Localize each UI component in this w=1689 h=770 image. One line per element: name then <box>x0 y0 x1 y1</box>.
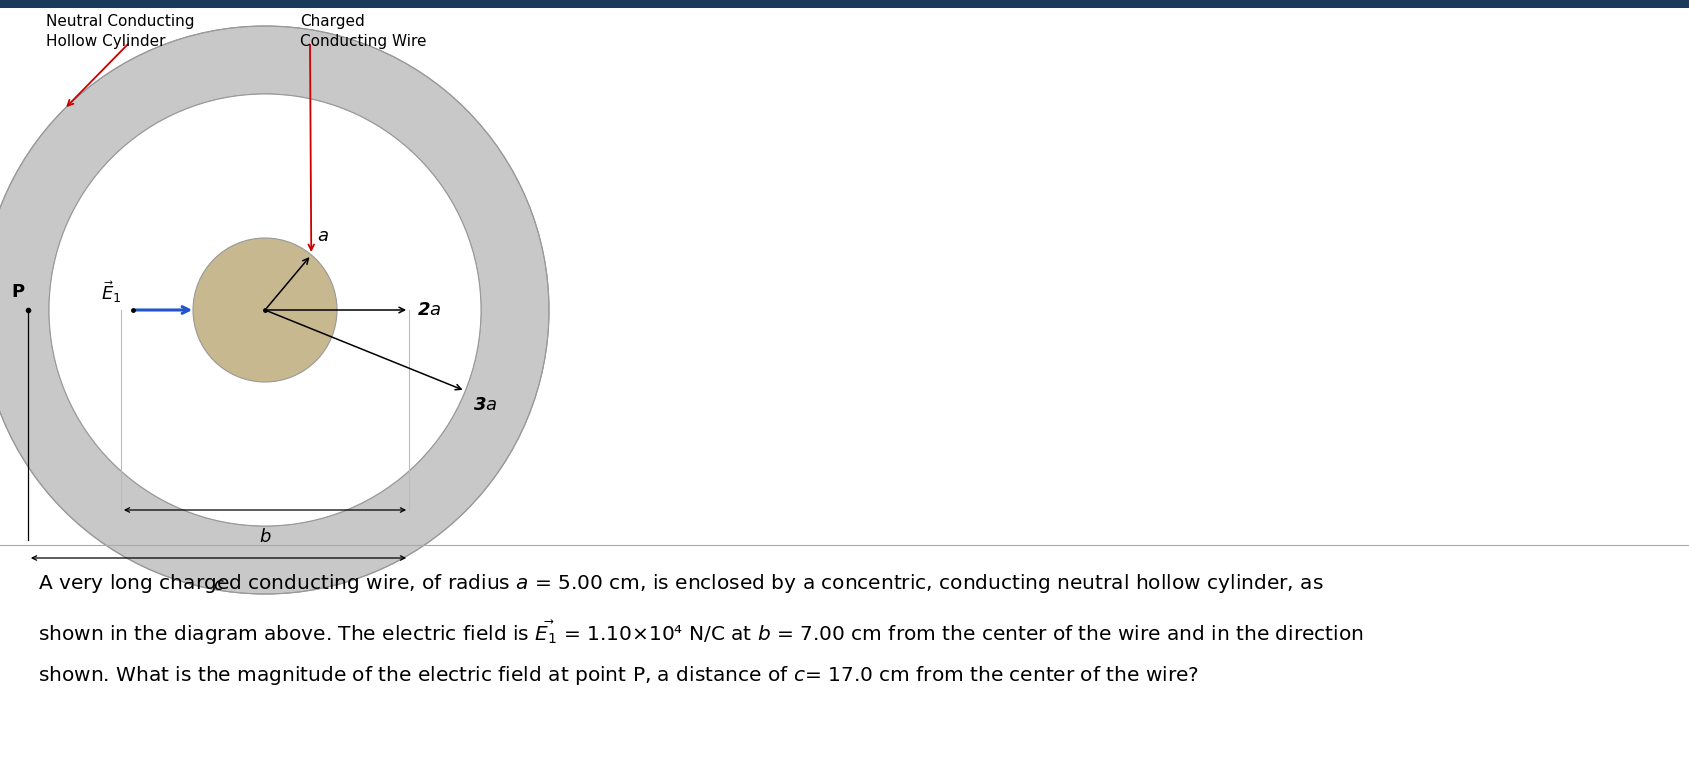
Circle shape <box>49 94 481 526</box>
Text: $c$: $c$ <box>213 576 225 594</box>
Text: 2$a$: 2$a$ <box>417 301 441 319</box>
Wedge shape <box>0 26 549 594</box>
Bar <box>0 0 1689 8</box>
Circle shape <box>193 238 336 382</box>
Text: $a$: $a$ <box>318 227 329 245</box>
Text: P: P <box>12 283 25 301</box>
Text: shown in the diagram above. The electric field is $\vec{E_1}$ = 1.10×10⁴ N/C at : shown in the diagram above. The electric… <box>37 618 1363 647</box>
Text: shown. What is the magnitude of the electric field at point P, a distance of $c$: shown. What is the magnitude of the elec… <box>37 664 1199 687</box>
Text: $b$: $b$ <box>258 528 272 546</box>
Text: Charged
Conducting Wire: Charged Conducting Wire <box>301 14 426 49</box>
Text: A very long charged conducting wire, of radius $a$ = 5.00 cm, is enclosed by a c: A very long charged conducting wire, of … <box>37 572 1322 595</box>
Text: $\vec{E}_1$: $\vec{E}_1$ <box>101 279 122 305</box>
Text: 3$a$: 3$a$ <box>473 396 497 414</box>
Text: Neutral Conducting
Hollow Cylinder: Neutral Conducting Hollow Cylinder <box>46 14 194 49</box>
